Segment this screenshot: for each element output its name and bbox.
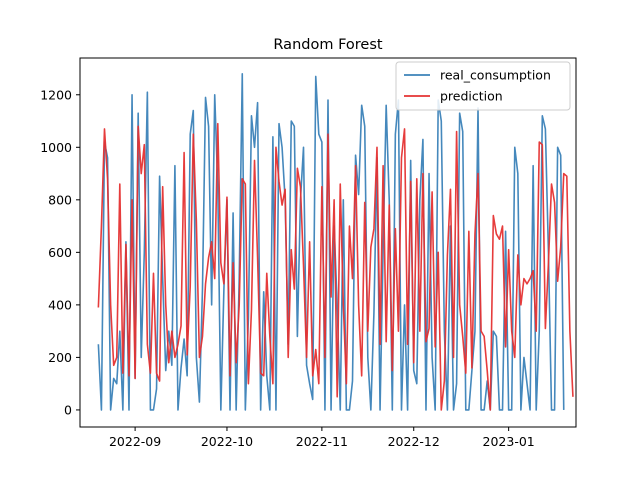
y-tick-label: 1200	[40, 87, 72, 102]
y-tick-label: 0	[64, 402, 72, 417]
x-tick-label: 2023-01	[483, 434, 535, 449]
y-tick-label: 800	[48, 192, 72, 207]
legend-label: prediction	[440, 89, 503, 104]
x-tick-label: 2022-09	[109, 434, 161, 449]
legend-box	[395, 61, 571, 111]
y-tick-label: 1000	[40, 140, 72, 155]
legend-label: real_consumption	[440, 68, 551, 83]
y-tick-label: 600	[48, 245, 72, 260]
series-line-prediction	[97, 122, 574, 411]
y-axis: 0 200 400 600 800 1000 1200	[40, 87, 80, 417]
x-tick-label: 2022-10	[201, 434, 253, 449]
y-tick-label: 200	[48, 350, 72, 365]
legend: real_consumption prediction	[395, 61, 571, 111]
series-line-real-consumption	[97, 72, 565, 411]
series-layer	[97, 72, 574, 411]
chart-title: Random Forest	[273, 37, 382, 53]
y-tick-label: 400	[48, 297, 72, 312]
axes-layer	[79, 57, 577, 428]
x-axis: 2022-09 2022-10 2022-11 2022-12 2023-01	[109, 427, 535, 449]
plot-frame	[79, 57, 577, 428]
x-tick-label: 2022-11	[296, 434, 348, 449]
x-tick-label: 2022-12	[388, 434, 440, 449]
